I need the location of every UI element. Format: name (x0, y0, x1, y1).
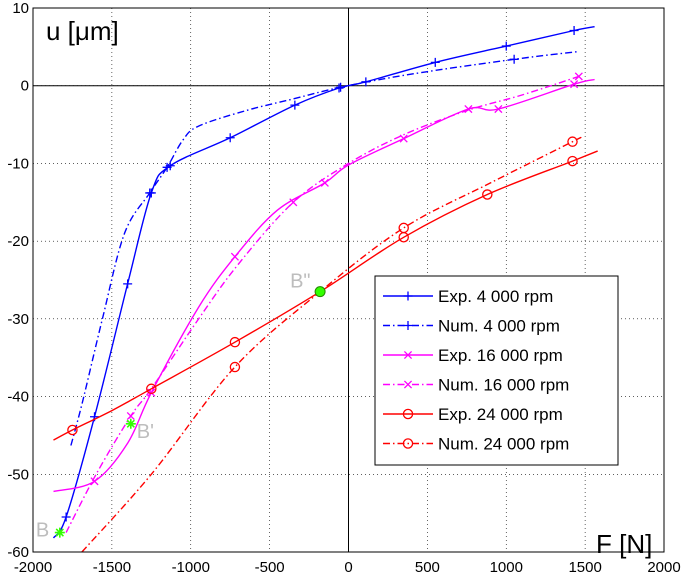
legend-marker (403, 350, 413, 360)
data-point (569, 26, 579, 36)
y-tick-label: 10 (12, 0, 29, 17)
legend-marker (403, 380, 413, 389)
y-tick-label: -60 (7, 544, 29, 561)
x-tick-label: -2000 (14, 559, 52, 576)
legend-item: Exp. 24 000 rpm (383, 405, 563, 424)
data-point (230, 252, 239, 261)
series-4 (65, 72, 583, 533)
data-point (567, 136, 578, 147)
y-tick-label: -40 (7, 389, 29, 406)
series-line (53, 150, 598, 441)
legend-label: Exp. 4 000 rpm (438, 287, 553, 306)
data-point (570, 80, 579, 89)
legend: Exp. 4 000 rpm Num. 4 000 rpm Exp. 16 000 … (374, 275, 619, 466)
point-label: B (36, 520, 49, 542)
plot-frame (32, 7, 665, 553)
data-point (145, 188, 155, 198)
point-label: B" (290, 271, 310, 293)
legend-label: Num. 4 000 rpm (438, 317, 560, 336)
x-axis-label: F [N] (596, 529, 652, 559)
legend-label: Num. 16 000 rpm (438, 376, 569, 395)
legend-marker (402, 438, 414, 449)
legend-box (374, 275, 619, 466)
y-tick-label: -30 (7, 311, 29, 328)
legend-marker (402, 408, 414, 420)
x-tick-label: 500 (415, 559, 440, 576)
y-tick-label: -50 (7, 466, 29, 483)
series-line (70, 50, 579, 446)
data-point (162, 162, 172, 172)
series-6 (81, 136, 582, 552)
legend-item: Exp. 4 000 rpm (383, 287, 553, 306)
x-tick-label: -1000 (172, 559, 210, 576)
series-line (53, 78, 595, 493)
x-tick-label: 2000 (647, 559, 680, 576)
data-point (126, 411, 135, 421)
data-point (123, 279, 133, 289)
legend-label: Exp. 16 000 rpm (438, 346, 563, 365)
x-tick-label: -1500 (93, 559, 131, 576)
data-point (482, 189, 493, 200)
data-point (494, 104, 503, 114)
series-line (81, 136, 582, 552)
legend-item: Num. 16 000 rpm (383, 376, 569, 395)
y-tick-label: -20 (7, 233, 29, 250)
annotation-layer: B B' B" (36, 271, 326, 542)
legend-item: Exp. 16 000 rpm (383, 346, 563, 365)
tick-labels: -2000 -1500 -1000 -500 0 500 1000 1500 2000-60-5… (7, 0, 680, 576)
data-point (229, 361, 241, 373)
data-point (567, 155, 578, 167)
data-point (67, 424, 78, 436)
legend-marker (403, 321, 413, 330)
highlight-point (54, 527, 65, 538)
data-point (90, 477, 99, 486)
legend-label: Num. 24 000 rpm (438, 435, 569, 454)
data-point (398, 222, 409, 234)
data-point (290, 100, 300, 110)
data-point (146, 383, 157, 395)
legend-label: Exp. 24 000 rpm (438, 405, 563, 424)
x-tick-label: 0 (344, 559, 352, 576)
x-tick-label: 1000 (490, 559, 523, 576)
legend-item: Num. 4 000 rpm (383, 317, 560, 336)
data-point (501, 41, 511, 51)
data-point (574, 72, 583, 81)
series-line (65, 75, 580, 533)
point-label: B' (137, 421, 154, 443)
series-layer (52, 26, 598, 552)
data-point (399, 134, 408, 143)
x-tick-label: 1500 (568, 559, 601, 576)
x-tick-label: -500 (255, 559, 285, 576)
series-2 (70, 50, 579, 446)
data-point (289, 198, 298, 207)
data-point (336, 82, 346, 92)
highlight-point (314, 286, 326, 298)
y-axis-label: u [μm] (46, 16, 119, 46)
legend-marker (403, 291, 413, 301)
data-point (509, 54, 519, 64)
y-tick-label: -10 (7, 155, 29, 172)
data-point (225, 133, 235, 143)
legend-item: Num. 24 000 rpm (383, 435, 569, 454)
data-point (430, 57, 440, 67)
data-point (229, 336, 241, 348)
data-point (61, 512, 71, 522)
highlight-point (125, 418, 136, 429)
y-tick-label: 0 (21, 78, 29, 95)
